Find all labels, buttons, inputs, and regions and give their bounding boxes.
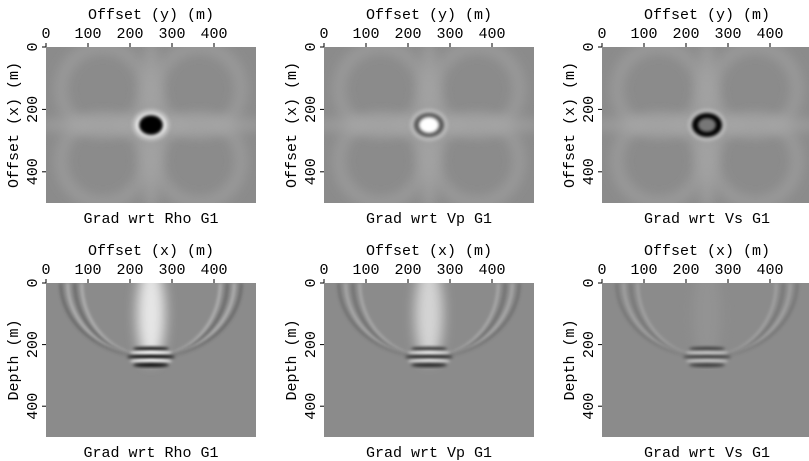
y-tick-label: 200	[25, 331, 42, 358]
y-tick-label: 0	[303, 42, 320, 51]
x-tick-label: 0	[597, 262, 606, 279]
texture	[137, 283, 165, 364]
x-axis-label: Offset (y) (m)	[366, 7, 492, 24]
x-tick-label: 0	[319, 262, 328, 279]
x-tick-label: 200	[672, 262, 699, 279]
panel-title: Grad wrt Rho G1	[83, 211, 218, 228]
x-tick-label: 0	[319, 26, 328, 43]
texture	[693, 283, 721, 364]
y-axis-label: Offset (x) (m)	[284, 62, 301, 188]
x-tick-label: 0	[41, 262, 50, 279]
y-tick-label: 200	[25, 96, 42, 123]
y-tick-label: 400	[303, 393, 320, 420]
y-tick-label: 0	[303, 278, 320, 287]
y-axis-label: Depth (m)	[284, 319, 301, 400]
x-tick-label: 400	[478, 26, 505, 43]
x-tick-label: 200	[394, 262, 421, 279]
x-tick-label: 300	[436, 26, 463, 43]
texture	[411, 362, 447, 367]
x-tick-label: 200	[394, 26, 421, 43]
texture	[408, 350, 450, 355]
panel-title: Grad wrt Rho G1	[83, 445, 218, 461]
x-axis-label: Offset (x) (m)	[88, 243, 214, 260]
x-tick-label: 200	[116, 262, 143, 279]
texture	[133, 346, 169, 351]
texture	[133, 362, 169, 367]
x-tick-label: 300	[158, 262, 185, 279]
y-tick-label: 400	[581, 158, 598, 185]
x-tick-label: 400	[478, 262, 505, 279]
y-axis-label: Depth (m)	[562, 319, 579, 400]
texture	[130, 350, 172, 355]
y-tick-label: 400	[581, 393, 598, 420]
y-tick-label: 0	[25, 278, 42, 287]
y-tick-label: 400	[25, 393, 42, 420]
x-tick-label: 300	[436, 262, 463, 279]
texture	[130, 358, 172, 363]
y-axis-label: Offset (x) (m)	[6, 62, 23, 188]
y-axis-label: Depth (m)	[6, 319, 23, 400]
x-tick-label: 100	[74, 26, 101, 43]
texture	[686, 350, 728, 355]
texture	[698, 118, 716, 132]
y-tick-label: 0	[581, 278, 598, 287]
x-tick-label: 200	[672, 26, 699, 43]
texture	[415, 283, 443, 364]
y-tick-label: 200	[303, 331, 320, 358]
x-tick-label: 100	[630, 26, 657, 43]
y-tick-label: 0	[581, 42, 598, 51]
x-tick-label: 0	[597, 26, 606, 43]
x-axis-label: Offset (x) (m)	[644, 243, 770, 260]
panel-image	[324, 283, 534, 437]
y-tick-label: 400	[303, 158, 320, 185]
panel-title: Grad wrt Vp G1	[366, 211, 492, 228]
texture	[408, 358, 450, 363]
x-axis-label: Offset (y) (m)	[644, 7, 770, 24]
x-tick-label: 400	[756, 26, 783, 43]
y-tick-label: 0	[25, 42, 42, 51]
y-tick-label: 200	[303, 96, 320, 123]
panel-title: Grad wrt Vp G1	[366, 445, 492, 461]
x-tick-label: 100	[352, 26, 379, 43]
x-tick-label: 100	[630, 262, 657, 279]
texture	[689, 362, 725, 367]
x-tick-label: 300	[158, 26, 185, 43]
x-tick-label: 400	[200, 262, 227, 279]
panel-image	[602, 283, 809, 437]
panel-image	[602, 47, 809, 203]
x-tick-label: 200	[116, 26, 143, 43]
x-tick-label: 100	[74, 262, 101, 279]
x-tick-label: 400	[200, 26, 227, 43]
x-tick-label: 100	[352, 262, 379, 279]
panel-image	[324, 47, 534, 203]
panel-image	[46, 47, 256, 203]
panel-title: Grad wrt Vs G1	[644, 445, 770, 461]
x-tick-label: 300	[714, 262, 741, 279]
texture	[419, 117, 439, 133]
y-tick-label: 400	[25, 158, 42, 185]
texture	[689, 346, 725, 351]
texture	[686, 358, 728, 363]
texture	[139, 115, 163, 135]
panel-image	[46, 283, 256, 437]
x-axis-label: Offset (y) (m)	[88, 7, 214, 24]
x-tick-label: 400	[756, 262, 783, 279]
x-tick-label: 0	[41, 26, 50, 43]
y-axis-label: Offset (x) (m)	[562, 62, 579, 188]
x-axis-label: Offset (x) (m)	[366, 243, 492, 260]
texture	[411, 346, 447, 351]
y-tick-label: 200	[581, 331, 598, 358]
x-tick-label: 300	[714, 26, 741, 43]
y-tick-label: 200	[581, 96, 598, 123]
panel-title: Grad wrt Vs G1	[644, 211, 770, 228]
